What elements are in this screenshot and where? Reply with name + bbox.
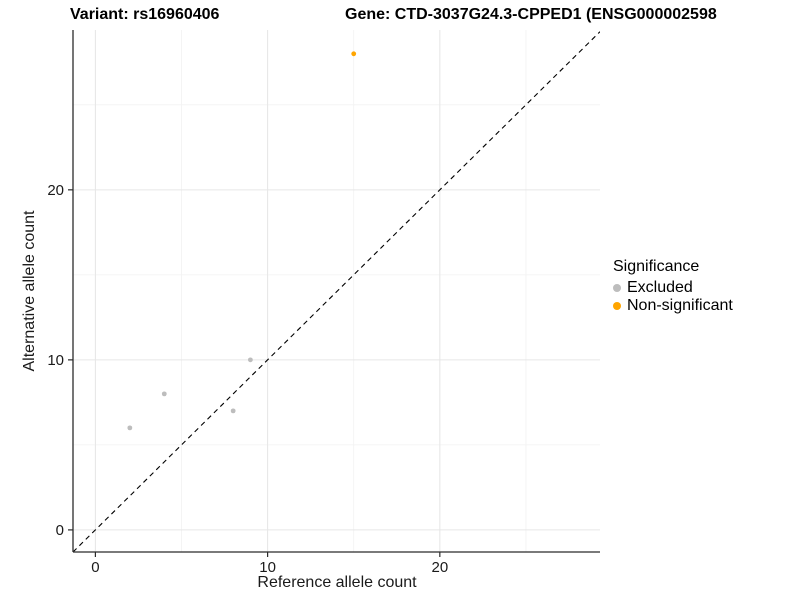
series-non-significant <box>351 51 357 57</box>
excluded-dot-icon <box>613 283 621 292</box>
data-point <box>230 408 236 414</box>
legend-item-non-significant: Non-significant <box>613 297 733 314</box>
non-significant-dot-icon <box>613 301 621 310</box>
x-tick-labels: 0 10 20 <box>91 559 448 576</box>
data-point <box>247 357 253 363</box>
y-tick-labels: 0 10 20 <box>47 182 64 539</box>
legend-title: Significance <box>613 258 700 275</box>
legend-item-excluded: Excluded <box>613 279 733 296</box>
data-point <box>127 425 133 431</box>
x-axis-label: Reference allele count <box>257 574 417 591</box>
svg-text:0: 0 <box>91 559 99 576</box>
svg-text:0: 0 <box>56 522 64 539</box>
major-gridlines <box>73 30 600 552</box>
y-axis-label: Alternative allele count <box>21 210 38 372</box>
legend-item-label: Non-significant <box>627 297 733 314</box>
legend-item-label: Excluded <box>627 279 693 296</box>
series-excluded <box>127 357 253 431</box>
legend: Significance Excluded Non-significant <box>613 258 733 314</box>
identity-line <box>73 31 600 552</box>
svg-text:20: 20 <box>47 182 64 199</box>
minor-gridlines <box>73 30 600 552</box>
gene-title: Gene: CTD-3037G24.3-CPPED1 (ENSG00000259… <box>345 6 717 23</box>
svg-text:10: 10 <box>47 352 64 369</box>
tick-marks <box>68 189 441 557</box>
svg-text:20: 20 <box>431 559 448 576</box>
data-point <box>161 391 167 397</box>
axis-lines <box>72 30 600 553</box>
data-point <box>351 51 357 57</box>
variant-title: Variant: rs16960406 <box>70 6 220 23</box>
svg-text:10: 10 <box>259 559 276 576</box>
